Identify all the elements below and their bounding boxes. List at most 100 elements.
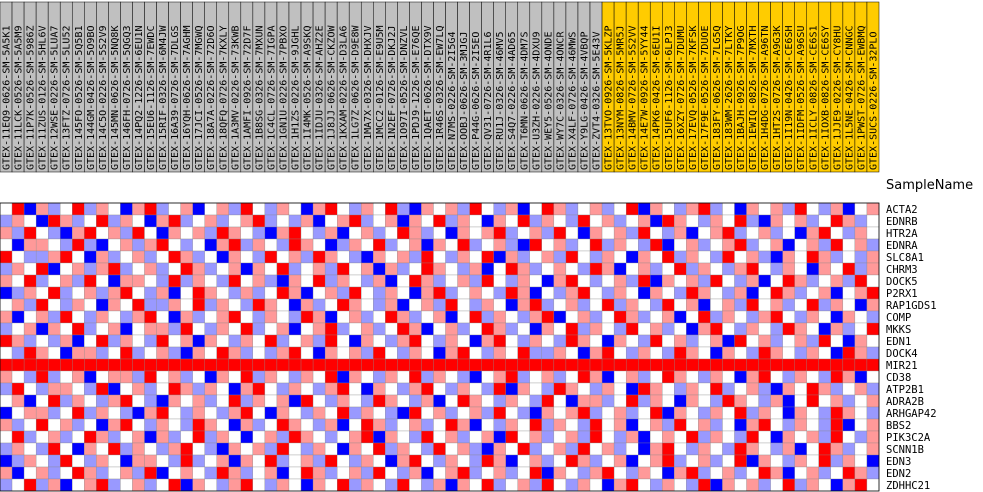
heatmap-cell: [252, 238, 266, 252]
heatmap-cell: [373, 418, 386, 432]
heatmap-cell: [228, 286, 241, 300]
heatmap-cell: [228, 334, 241, 348]
heatmap-cell: [324, 478, 338, 492]
heatmap-cell: [662, 478, 675, 492]
heatmap-cell: [866, 418, 880, 432]
heatmap-cell: [312, 478, 326, 492]
heatmap-cell: [204, 286, 217, 300]
heatmap-cell: [132, 214, 145, 228]
heatmap-cell: [746, 358, 759, 372]
heatmap-cell: [84, 226, 97, 240]
column-label: GTEX-1N2EF-0726-SM-DKJ2J: [387, 26, 398, 170]
heatmap-cell: [517, 310, 530, 324]
heatmap-cell: [529, 406, 542, 420]
heatmap-cell: [493, 382, 506, 396]
heatmap-cell: [216, 202, 229, 216]
heatmap-cell: [493, 334, 506, 348]
column-label: GTEX-S4Q7-0226-SM-4AD65: [507, 32, 518, 170]
heatmap-cell: [264, 358, 278, 372]
heatmap-cell: [770, 442, 783, 456]
heatmap-cell: [156, 226, 169, 240]
heatmap-cell: [589, 358, 603, 372]
heatmap-cell: [794, 358, 807, 372]
heatmap-cell: [120, 442, 133, 456]
heatmap-cell: [276, 430, 290, 444]
heatmap-cell: [144, 358, 157, 372]
heatmap-cell: [385, 370, 398, 384]
heatmap-cell: [156, 418, 169, 432]
heatmap-cell: [830, 286, 844, 300]
heatmap-cell: [818, 478, 831, 492]
heatmap-cell: [854, 406, 868, 420]
heatmap-cell: [842, 274, 856, 288]
heatmap-cell: [433, 250, 446, 264]
heatmap-cell: [96, 322, 109, 336]
heatmap-cell: [373, 226, 386, 240]
heatmap-cell: [698, 466, 711, 480]
heatmap-cell: [758, 322, 771, 336]
heatmap-cell: [264, 226, 278, 240]
heatmap-cell: [264, 382, 278, 396]
heatmap-cell: [0, 406, 13, 420]
heatmap-cell: [529, 394, 542, 408]
heatmap-cell: [35, 430, 49, 444]
heatmap-cell: [156, 334, 169, 348]
heatmap-cell: [818, 322, 831, 336]
heatmap-cell: [662, 214, 675, 228]
column-label: GTEX-16A39-0726-SM-7DLGS: [170, 26, 181, 171]
heatmap-cell: [35, 298, 49, 312]
heatmap-cell: [686, 418, 699, 432]
heatmap-cell: [854, 394, 868, 408]
heatmap-cell: [72, 298, 85, 312]
heatmap-cell: [577, 346, 591, 360]
heatmap-cell: [409, 334, 422, 348]
heatmap-cell: [529, 442, 542, 456]
heatmap-cell: [35, 262, 49, 276]
heatmap-cell: [854, 250, 868, 264]
heatmap-cell: [601, 250, 615, 264]
heatmap-cell: [23, 478, 37, 492]
heatmap-cell: [770, 466, 783, 480]
heatmap-cell: [818, 334, 831, 348]
column-label: GTEX-WEY5-0526-SM-4ONDE: [543, 32, 554, 170]
row-label: CD38: [886, 372, 911, 384]
heatmap-cell: [469, 430, 482, 444]
heatmap-cell: [48, 370, 61, 384]
heatmap-cell: [674, 262, 687, 276]
heatmap-cell: [72, 478, 85, 492]
heatmap-cell: [481, 226, 494, 240]
heatmap-cell: [156, 214, 169, 228]
heatmap-cell: [421, 274, 434, 288]
heatmap-cell: [734, 250, 747, 264]
heatmap-cell: [565, 430, 579, 444]
heatmap-cell: [324, 250, 338, 264]
heatmap-cell: [686, 454, 699, 468]
heatmap-cell: [758, 214, 771, 228]
heatmap-cell: [144, 214, 157, 228]
heatmap-cell: [842, 250, 856, 264]
heatmap-cell: [337, 466, 350, 480]
heatmap-cell: [72, 346, 85, 360]
heatmap-cell: [108, 262, 121, 276]
heatmap-cell: [854, 358, 868, 372]
heatmap-cell: [48, 382, 61, 396]
heatmap-cell: [746, 262, 759, 276]
heatmap-cell: [650, 238, 663, 252]
heatmap-cell: [60, 478, 73, 492]
heatmap-cell: [108, 334, 121, 348]
column-label: GTEX-1AMFI-0926-SM-72D7F: [242, 26, 253, 171]
heatmap-cell: [734, 358, 747, 372]
heatmap-cell: [601, 406, 615, 420]
heatmap-cell: [469, 442, 482, 456]
heatmap-cell: [60, 358, 73, 372]
heatmap-cell: [60, 442, 73, 456]
heatmap-cell: [204, 346, 217, 360]
heatmap-cell: [108, 286, 121, 300]
heatmap-cell: [818, 394, 831, 408]
heatmap-cell: [421, 358, 434, 372]
heatmap-cell: [565, 454, 579, 468]
heatmap-cell: [433, 274, 446, 288]
heatmap-cell: [35, 394, 49, 408]
heatmap-cell: [710, 274, 723, 288]
heatmap-cell: [180, 334, 193, 348]
